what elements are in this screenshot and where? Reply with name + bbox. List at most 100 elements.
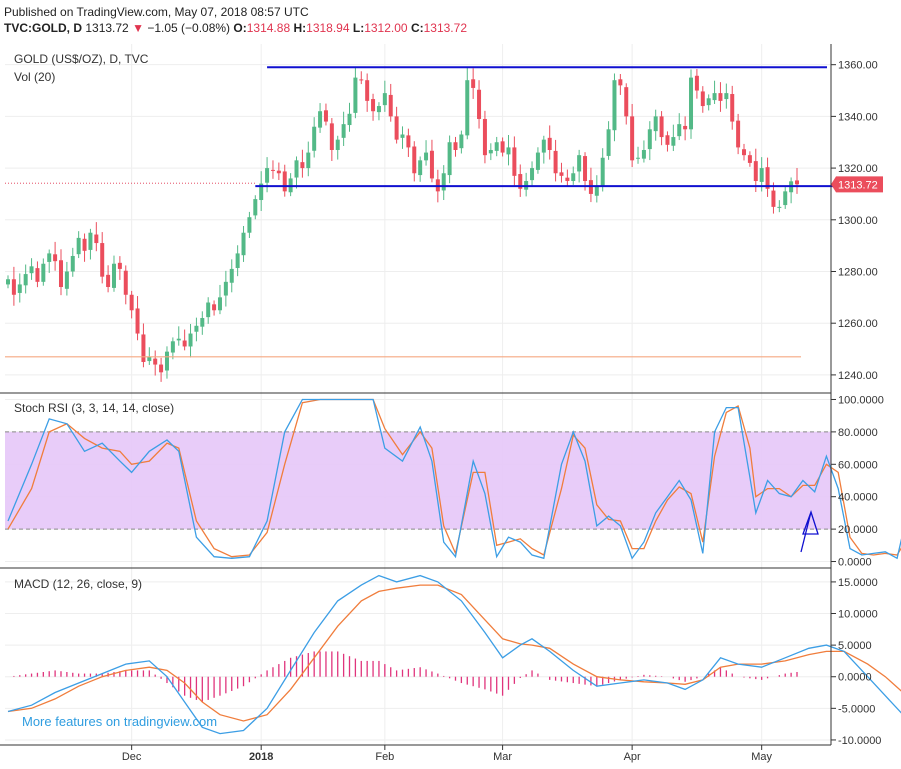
candle [659, 111, 664, 146]
candle-body [106, 274, 111, 288]
low-value: 1312.00 [364, 21, 408, 35]
candle-body [53, 254, 58, 262]
candle-body [689, 77, 694, 130]
candle-body [341, 124, 346, 138]
candle [288, 173, 293, 197]
high-label: H: [293, 21, 307, 35]
stoch-pane-title: Stoch RSI (3, 3, 14, 14, close) [14, 401, 175, 415]
candle-body [400, 134, 405, 138]
candle-body [600, 157, 605, 187]
candle [471, 68, 476, 99]
candle-body [724, 93, 729, 100]
open-label: O: [233, 21, 247, 35]
candle [100, 232, 105, 284]
candle [612, 73, 617, 142]
candle [159, 357, 164, 382]
y-tick-label: -5.0000 [838, 703, 875, 715]
candle [630, 103, 635, 168]
candle-body [182, 340, 187, 347]
y-tick-label: 0.0000 [838, 672, 872, 684]
candle-body [312, 126, 317, 151]
footer-link[interactable]: More features on tradingview.com [22, 714, 218, 729]
candle [141, 323, 146, 368]
candle [212, 300, 217, 316]
macd-pane-title: MACD (12, 26, close, 9) [14, 577, 143, 591]
candle [429, 139, 434, 183]
candle [188, 323, 193, 358]
candle-body [459, 134, 464, 149]
candle [276, 162, 281, 180]
candle-body [170, 341, 175, 353]
candle [541, 135, 546, 164]
candle [129, 290, 134, 319]
candle [371, 93, 376, 121]
candle-body [683, 125, 688, 130]
candle [712, 80, 717, 104]
candle-body [636, 157, 641, 159]
candle [753, 148, 758, 193]
candle-body [541, 139, 546, 153]
candle [53, 241, 58, 271]
candle-body [382, 93, 387, 106]
candle [294, 156, 299, 189]
candle [335, 135, 340, 160]
y-tick-label: -10.0000 [838, 735, 881, 747]
candle-body [64, 271, 69, 289]
candle-body [482, 118, 487, 156]
macd-line [7, 574, 901, 735]
candle [388, 83, 393, 122]
candle [6, 275, 10, 289]
candle [82, 233, 87, 262]
candle-body [530, 168, 535, 181]
candle-body [494, 142, 499, 151]
candle-body [253, 199, 258, 216]
candle [412, 141, 417, 182]
candle [647, 121, 652, 161]
candle-body [147, 356, 152, 362]
candle-body [647, 129, 652, 150]
candle-body [765, 167, 770, 189]
down-arrow-icon: ▼ [132, 21, 144, 35]
candle-body [518, 174, 523, 189]
candle [47, 249, 52, 273]
candle-body [164, 351, 169, 371]
candle [282, 164, 287, 197]
candle-body [706, 98, 711, 106]
candle-body [606, 129, 611, 156]
candle [418, 156, 423, 182]
candle-body [347, 113, 352, 126]
candle [571, 166, 576, 185]
candle-body [276, 170, 281, 174]
candle [147, 347, 152, 365]
candle [329, 118, 334, 161]
candle [223, 270, 228, 307]
candle-body [141, 334, 146, 362]
candle-body [506, 147, 511, 155]
candle [747, 151, 752, 167]
candle-body [571, 173, 576, 182]
candle-body [577, 155, 582, 172]
candle-body [323, 110, 328, 122]
candle-body [700, 91, 705, 107]
candle [683, 116, 688, 141]
published-line: Published on TradingView.com, May 07, 20… [4, 5, 309, 19]
candle [441, 165, 446, 201]
candle-body [282, 171, 287, 192]
candle-body [547, 137, 552, 150]
candle [577, 149, 582, 183]
symbol: TVC:GOLD, D [4, 21, 82, 35]
y-tick-label: 40.0000 [838, 492, 878, 504]
x-tick-label: Feb [375, 751, 394, 763]
candle [771, 182, 776, 214]
candle [359, 71, 364, 85]
candle-body [229, 268, 234, 283]
candle-body [624, 87, 629, 117]
y-tick-label: 1360.00 [838, 60, 878, 72]
candle [347, 102, 352, 132]
candle-body [512, 147, 517, 176]
candle [506, 134, 511, 166]
last-price: 1313.72 [85, 21, 129, 35]
candle-body [742, 149, 747, 156]
candle [170, 337, 175, 360]
